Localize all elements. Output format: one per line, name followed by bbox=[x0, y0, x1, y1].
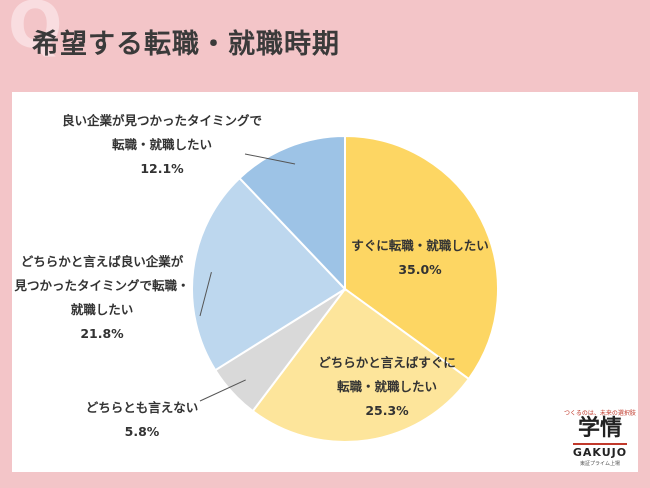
chart-card: すぐに転職・就職したい 35.0% どちらかと言えばすぐに転職・就職したい 25.3%… bbox=[12, 92, 638, 472]
slice-label-soon: すぐに転職・就職したい 35.0% bbox=[351, 238, 489, 277]
logo-sub: 東証プライム上場 bbox=[580, 461, 620, 468]
slice-label-neutral: どちらとも言えない 5.8% bbox=[86, 400, 199, 439]
pie-slice-rather-soon bbox=[251, 287, 471, 443]
pie-slices bbox=[191, 134, 499, 443]
logo-tagline: つくるのは、未来の選択肢 bbox=[564, 410, 636, 417]
pie-slice-rather-good-timing bbox=[191, 176, 347, 372]
slice-label-line: 見つかったタイミングで転職・ bbox=[13, 278, 189, 293]
slice-label-good-timing: 良い企業が見つかったタイミングで転職・就職したい 12.1% bbox=[62, 113, 262, 176]
logo-mark: 学情 bbox=[577, 416, 622, 441]
leader-line-good-timing bbox=[244, 153, 296, 165]
leader-line-neutral bbox=[199, 379, 246, 402]
slice-label-line: どちらとも言えない bbox=[86, 400, 199, 415]
slice-value-rather-good-timing: 21.8% bbox=[80, 326, 124, 341]
pie-slice-good-timing bbox=[238, 134, 346, 292]
slice-value-rather-soon: 25.3% bbox=[365, 403, 409, 418]
slice-value-neutral: 5.8% bbox=[125, 424, 160, 439]
slice-label-line: どちらかと言えばすぐに bbox=[318, 355, 456, 370]
pie-slice-soon bbox=[344, 134, 499, 381]
page-title: 希望する転職・就職時期 bbox=[32, 29, 340, 60]
slice-label-line: 良い企業が見つかったタイミングで bbox=[62, 113, 262, 128]
leader-line-rather-good-timing bbox=[199, 271, 212, 317]
leader-lines bbox=[199, 153, 296, 402]
gakujo-logo: つくるのは、未来の選択肢 学情 GAKUJO 東証プライム上場 bbox=[560, 408, 640, 467]
slice-label-rather-good-timing: どちらかと言えば良い企業が見つかったタイミングで転職・就職したい 21.8% bbox=[13, 254, 189, 341]
slice-labels: すぐに転職・就職したい 35.0%どちらかと言えばすぐに転職・就職したい 25.3%… bbox=[13, 113, 488, 439]
slice-label-line: 転職・就職したい bbox=[112, 137, 212, 152]
slice-label-line: すぐに転職・就職したい bbox=[351, 238, 489, 253]
pie-chart: すぐに転職・就職したい 35.0%どちらかと言えばすぐに転職・就職したい 25.3%… bbox=[13, 113, 499, 443]
slice-label-line: 転職・就職したい bbox=[337, 379, 437, 394]
q-mark: Q bbox=[8, 0, 63, 63]
slice-label-line: どちらかと言えば良い企業が bbox=[21, 254, 184, 269]
slice-value-good-timing: 12.1% bbox=[140, 161, 184, 176]
slice-label-rather-soon: どちらかと言えばすぐに転職・就職したい 25.3% bbox=[318, 355, 456, 418]
slice-label-line: 就職したい bbox=[71, 302, 134, 317]
slice-value-soon: 35.0% bbox=[398, 262, 442, 277]
logo-brand: GAKUJO bbox=[572, 443, 628, 459]
